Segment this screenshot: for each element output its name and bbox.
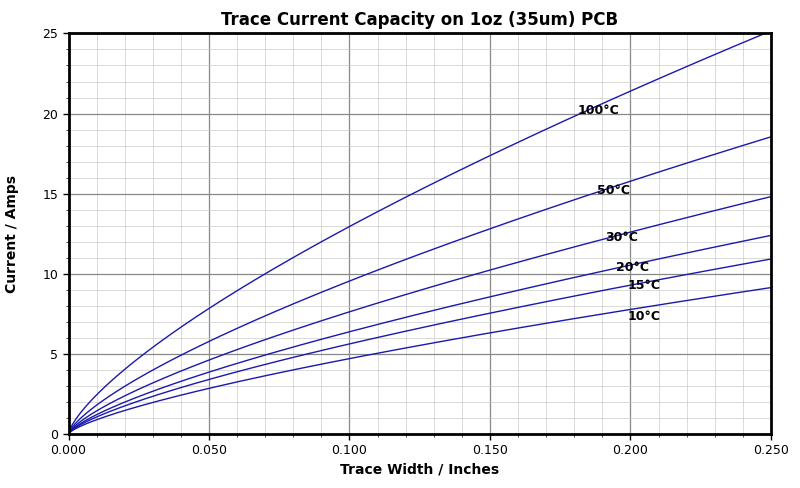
Text: 20°C: 20°C [617,261,650,274]
Text: 10°C: 10°C [628,309,661,323]
Text: 50°C: 50°C [597,184,630,197]
Title: Trace Current Capacity on 1oz (35um) PCB: Trace Current Capacity on 1oz (35um) PCB [221,11,618,29]
Text: 100°C: 100°C [577,104,619,117]
Text: 30°C: 30°C [605,231,638,244]
X-axis label: Trace Width / Inches: Trace Width / Inches [340,463,499,477]
Y-axis label: Current / Amps: Current / Amps [6,175,19,293]
Text: 15°C: 15°C [628,279,661,292]
